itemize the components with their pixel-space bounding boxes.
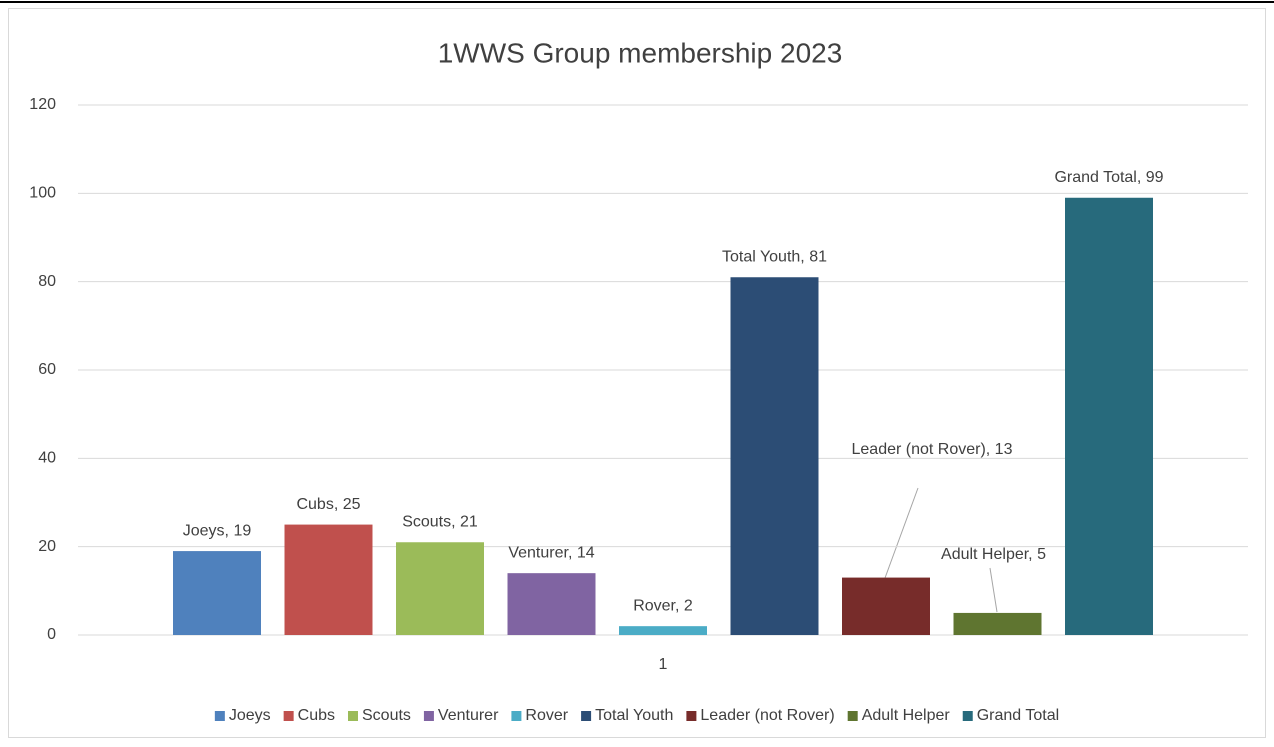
bar xyxy=(284,524,373,635)
bar xyxy=(396,542,484,635)
bar xyxy=(507,573,596,635)
y-tick-label: 120 xyxy=(29,96,56,113)
y-tick-label: 0 xyxy=(47,626,56,643)
leader-line xyxy=(989,567,998,613)
y-tick-label: 60 xyxy=(38,361,56,378)
bar xyxy=(730,277,819,635)
bar xyxy=(842,577,930,635)
legend-label: Adult Helper xyxy=(862,707,951,724)
legend-swatch xyxy=(686,711,697,721)
chart-title: 1WWS Group membership 2023 xyxy=(438,37,843,68)
data-label: Scouts, 21 xyxy=(402,513,478,530)
legend-label: Cubs xyxy=(298,707,335,724)
legend-label: Total Youth xyxy=(595,707,673,724)
data-label: Grand Total, 99 xyxy=(1054,169,1163,186)
y-tick-label: 40 xyxy=(38,450,56,467)
bar xyxy=(173,551,261,635)
y-tick-label: 20 xyxy=(38,538,56,555)
y-tick-label: 100 xyxy=(29,185,56,202)
legend-label: Venturer xyxy=(438,707,499,724)
legend-swatch xyxy=(214,711,225,721)
data-label: Rover, 2 xyxy=(633,597,693,614)
data-label: Venturer, 14 xyxy=(508,544,594,561)
legend-swatch xyxy=(283,711,294,721)
x-tick-label: 1 xyxy=(659,656,668,673)
legend-swatch xyxy=(581,711,592,721)
legend-swatch xyxy=(423,711,434,721)
bar xyxy=(953,612,1042,635)
legend-label: Grand Total xyxy=(977,707,1059,724)
data-label: Joeys, 19 xyxy=(183,522,252,539)
legend-swatch xyxy=(962,711,973,721)
leader-line xyxy=(884,487,919,579)
bar xyxy=(619,626,707,635)
data-label: Total Youth, 81 xyxy=(722,248,827,265)
data-label: Cubs, 25 xyxy=(296,496,360,513)
legend-label: Scouts xyxy=(362,707,411,724)
legend-swatch xyxy=(511,711,522,721)
legend-swatch xyxy=(348,711,358,721)
legend-label: Rover xyxy=(525,707,568,724)
legend-label: Leader (not Rover) xyxy=(700,707,834,724)
legend-label: Joeys xyxy=(229,707,271,724)
legend-swatch xyxy=(847,711,858,721)
bar xyxy=(1065,197,1153,635)
data-label: Adult Helper, 5 xyxy=(941,546,1046,563)
y-tick-label: 80 xyxy=(38,273,56,290)
data-label: Leader (not Rover), 13 xyxy=(852,441,1013,458)
